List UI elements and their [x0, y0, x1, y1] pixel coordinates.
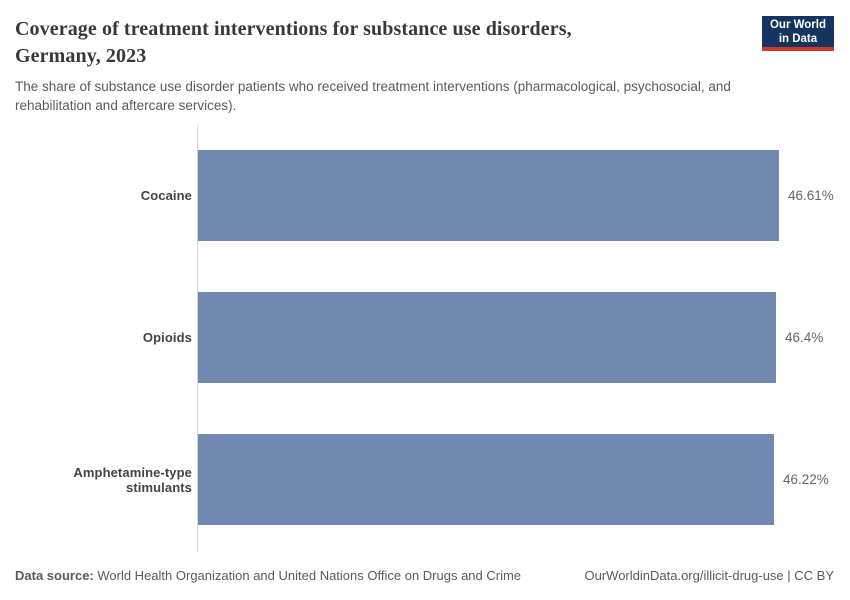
- page-title-line2: Germany, 2023: [15, 45, 147, 67]
- bar-track: 46.22%: [197, 434, 835, 525]
- category-label: Opioids: [142, 330, 192, 345]
- data-source-note: Data source: World Health Organization a…: [15, 568, 521, 584]
- bar[interactable]: [198, 292, 776, 383]
- bar-track: 46.4%: [197, 292, 835, 383]
- chart-row: Opioids 46.4%: [15, 292, 835, 383]
- value-label: 46.4%: [785, 330, 824, 345]
- y-axis-line: [197, 125, 198, 552]
- category-label: Cocaine: [140, 188, 192, 203]
- value-label: 46.61%: [788, 188, 834, 203]
- chart-row: Cocaine 46.61%: [15, 150, 835, 241]
- chart-header: Coverage of treatment interventions for …: [15, 16, 834, 115]
- chart-subtitle: The share of substance use disorder pati…: [15, 79, 731, 113]
- chart-row: Amphetamine-type stimulants 46.22%: [15, 434, 835, 525]
- data-source-text: World Health Organization and United Nat…: [93, 568, 522, 583]
- value-label: 46.22%: [783, 472, 829, 487]
- owid-citation-link[interactable]: OurWorldinData.org/illicit-drug-use | CC…: [584, 568, 835, 583]
- owid-logo[interactable]: Our World in Data: [761, 16, 834, 51]
- owid-logo-line1: Our World: [769, 19, 826, 31]
- bar[interactable]: [198, 150, 779, 241]
- bar-chart: Cocaine 46.61% Opioids 46.4% Amphetamine-typ…: [15, 125, 835, 552]
- page-title: Coverage of treatment interventions for …: [15, 16, 834, 70]
- chart-footer: Data source: World Health Organization a…: [15, 568, 834, 584]
- bar-track: 46.61%: [197, 150, 835, 241]
- bar[interactable]: [198, 434, 774, 525]
- data-source-label: Data source:: [15, 568, 94, 583]
- owid-logo-line2: in Data: [778, 33, 818, 45]
- bar-chart-rows: Cocaine 46.61% Opioids 46.4% Amphetamine-typ…: [15, 150, 835, 525]
- page-title-line1: Coverage of treatment interventions for …: [15, 18, 572, 40]
- category-label: Amphetamine-type stimulants: [73, 464, 192, 495]
